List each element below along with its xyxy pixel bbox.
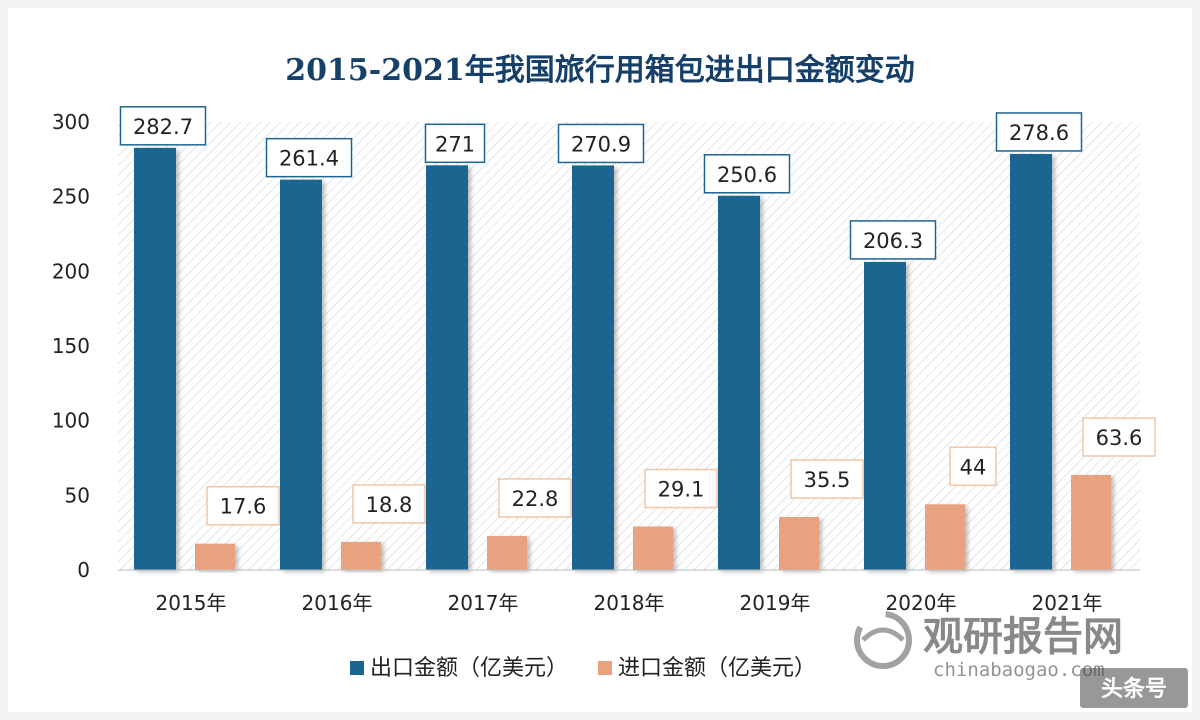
bar-import xyxy=(779,516,819,570)
bar-export xyxy=(1010,153,1052,570)
data-label-import: 63.6 xyxy=(1096,426,1143,450)
data-label-box xyxy=(498,478,572,518)
y-tick-label: 0 xyxy=(77,558,90,582)
legend-swatch-import xyxy=(598,661,612,675)
x-tick-label: 2017年 xyxy=(448,591,519,615)
data-label-export: 282.7 xyxy=(133,115,193,139)
watermark-url: chinabaogao.com xyxy=(933,659,1105,681)
x-tick-label: 2016年 xyxy=(302,591,373,615)
legend-label-export: 出口金额（亿美元） xyxy=(370,656,568,681)
data-label-box xyxy=(790,459,864,499)
bar-import xyxy=(633,526,673,570)
bar-export xyxy=(718,195,760,570)
watermark-logo-icon xyxy=(854,611,912,669)
y-tick-label: 200 xyxy=(52,259,90,283)
bar-import xyxy=(195,543,235,570)
data-label-box xyxy=(644,468,718,509)
bar-export xyxy=(426,165,468,570)
bar-import xyxy=(1071,475,1111,570)
bar-export xyxy=(864,261,906,570)
data-label-import: 22.8 xyxy=(512,487,559,511)
data-label-box xyxy=(206,485,280,526)
x-tick-label: 2015年 xyxy=(156,591,227,615)
x-tick-label: 2019年 xyxy=(740,591,811,615)
data-label-import: 18.8 xyxy=(366,493,413,517)
chart-container: 2015-2021年我国旅行用箱包进出口金额变动 0 50 100 150 200 250… xyxy=(8,8,1192,712)
data-label-export: 206.3 xyxy=(863,229,923,253)
x-tick-label: 2020年 xyxy=(886,591,957,615)
data-label-box xyxy=(703,154,791,194)
data-label-export: 278.6 xyxy=(1009,121,1069,145)
x-tick-label: 2021年 xyxy=(1032,591,1103,615)
bar-export xyxy=(280,179,322,570)
data-label-box xyxy=(1082,417,1156,457)
data-label-box xyxy=(119,106,207,146)
watermark-corner-text: 头条号 xyxy=(1101,676,1167,702)
data-label-import: 35.5 xyxy=(804,468,851,492)
data-label-box xyxy=(424,123,486,164)
data-label-export: 271 xyxy=(435,132,475,156)
bar-import xyxy=(925,504,965,570)
y-tick-label: 100 xyxy=(52,409,90,433)
watermark: 观研报告网 chinabaogao.com 头条号 xyxy=(854,611,1188,708)
chart-title: 2015-2021年我国旅行用箱包进出口金额变动 xyxy=(285,53,914,88)
x-axis: 2015年 2016年 2017年 2018年 2019年 2020年 2021年 xyxy=(118,569,1140,615)
data-label-import: 44 xyxy=(960,455,987,479)
bar-chart: 2015-2021年我国旅行用箱包进出口金额变动 0 50 100 150 200 250… xyxy=(52,53,1188,708)
data-label-import: 29.1 xyxy=(658,478,705,502)
y-tick-label: 300 xyxy=(52,110,90,134)
bars-group xyxy=(134,147,1111,571)
legend: 出口金额（亿美元） 进口金额（亿美元） xyxy=(350,656,816,681)
data-label-export: 261.4 xyxy=(279,147,339,171)
data-label-export: 270.9 xyxy=(571,132,631,156)
data-label-box xyxy=(949,446,997,487)
legend-swatch-export xyxy=(350,661,364,675)
bar-export xyxy=(134,147,176,571)
y-axis: 0 50 100 150 200 250 300 xyxy=(52,110,90,582)
watermark-corner-badge xyxy=(1080,668,1188,708)
data-label-box xyxy=(265,137,353,178)
y-tick-label: 250 xyxy=(52,185,90,209)
legend-label-import: 进口金额（亿美元） xyxy=(618,656,816,681)
data-label-import: 17.6 xyxy=(220,495,267,519)
data-label-box xyxy=(557,123,645,164)
data-label-box xyxy=(352,484,426,524)
data-label-box xyxy=(995,112,1083,152)
bar-import xyxy=(487,535,527,570)
watermark-brand: 观研报告网 xyxy=(923,614,1123,660)
x-tick-label: 2018年 xyxy=(594,591,665,615)
bar-import xyxy=(341,541,381,570)
y-tick-label: 150 xyxy=(52,334,90,358)
bar-export xyxy=(572,165,614,570)
data-labels-group: 282.7 17.6 261.4 18.8 271 22.8 270.9 29.1 250.6 3… xyxy=(119,106,1156,526)
y-tick-label: 50 xyxy=(65,483,90,507)
data-label-export: 250.6 xyxy=(717,163,777,187)
data-label-box xyxy=(849,220,937,260)
